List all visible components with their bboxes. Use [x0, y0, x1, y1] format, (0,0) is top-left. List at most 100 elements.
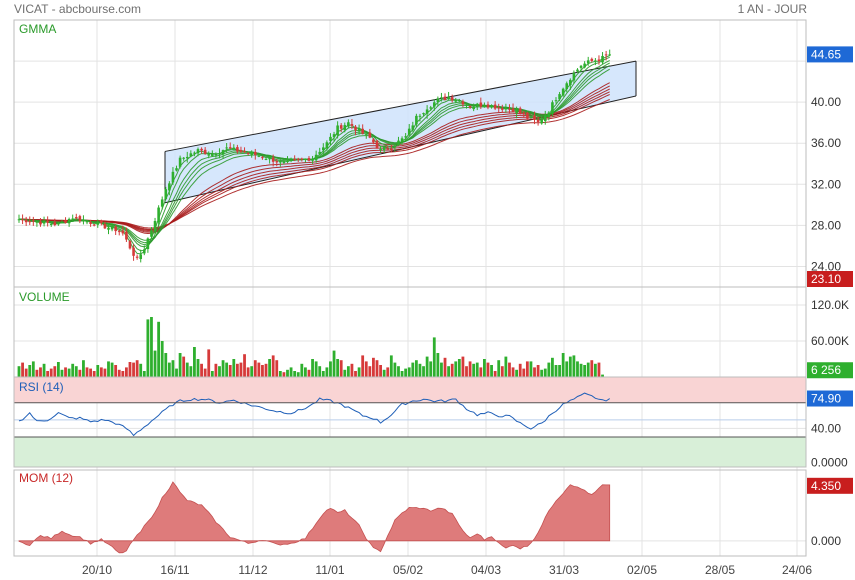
candle-body — [232, 147, 236, 150]
candle-body — [547, 112, 551, 117]
candle-body — [279, 161, 282, 163]
volume-bar — [465, 366, 468, 377]
volume-bar — [540, 369, 544, 377]
volume-bar — [561, 353, 565, 377]
candle-body — [239, 149, 243, 152]
x-tick-label: 05/02 — [393, 563, 423, 577]
candle-body — [443, 96, 447, 100]
panel-title-gmma: GMMA — [19, 22, 56, 36]
candle-body — [42, 220, 46, 224]
candle-body — [407, 128, 411, 135]
candle-body — [558, 94, 561, 100]
volume-bar — [232, 359, 236, 377]
volume-bar — [346, 366, 350, 377]
volume-bar — [189, 366, 193, 377]
volume-bar — [268, 359, 271, 377]
candle-body — [454, 100, 458, 102]
candle-body — [314, 154, 318, 161]
candle-body — [189, 153, 193, 157]
volume-bar — [271, 355, 275, 377]
volume-bar — [321, 371, 325, 377]
y-tick-label: 40.00 — [811, 95, 841, 109]
candle-body — [468, 106, 472, 108]
candle-body — [404, 136, 407, 138]
volume-bar — [336, 359, 340, 377]
volume-bar — [96, 365, 100, 377]
volume-bar — [597, 362, 601, 377]
candle-body — [501, 108, 504, 110]
candle-body — [196, 149, 200, 154]
volume-bar — [128, 362, 132, 377]
candle-body — [64, 220, 67, 223]
candle-body — [432, 102, 436, 107]
candle-body — [458, 100, 461, 102]
y-tick-label: 60.00K — [811, 334, 849, 348]
volume-bar — [518, 363, 522, 377]
candle-body — [361, 128, 364, 134]
y-tick-label: 36.00 — [811, 136, 841, 150]
volume-bar — [142, 371, 146, 377]
volume-bar — [508, 362, 511, 377]
candle-body — [103, 223, 107, 229]
volume-bar — [547, 362, 551, 377]
candle-body — [253, 151, 257, 155]
volume-bar — [536, 365, 540, 377]
candle-body — [49, 223, 53, 225]
volume-bar — [500, 366, 504, 377]
candle-body — [300, 158, 304, 160]
volume-bar — [239, 362, 243, 377]
panel-title-volume: VOLUME — [19, 290, 70, 304]
candle-body — [107, 227, 110, 230]
candle-body — [576, 69, 579, 72]
candle-body — [393, 145, 397, 148]
price-last-value: 44.65 — [811, 47, 841, 61]
volume-bar — [225, 362, 229, 377]
x-tick-label: 24/06 — [782, 563, 812, 577]
volume-bar — [515, 369, 519, 377]
volume-bar — [583, 365, 587, 377]
volume-bar — [551, 357, 554, 377]
candle-body — [336, 125, 339, 136]
candle-body — [268, 157, 271, 160]
volume-bar — [461, 356, 465, 377]
candle-body — [579, 65, 583, 68]
panel-frame-mom — [13, 469, 807, 557]
x-tick-label: 02/05 — [627, 563, 657, 577]
volume-bar — [436, 353, 440, 377]
volume-bar — [318, 366, 322, 377]
candle-body — [450, 97, 454, 101]
candle-body — [168, 183, 171, 191]
volume-bar — [21, 362, 24, 377]
candle-body — [207, 154, 211, 156]
candle-body — [28, 221, 32, 223]
x-tick-label: 11/01 — [315, 563, 344, 577]
candle-body — [110, 226, 114, 230]
volume-bar — [361, 355, 365, 377]
candle-body — [78, 216, 82, 221]
volume-bar — [71, 363, 75, 377]
candle-body — [307, 158, 311, 161]
volume-bar — [39, 367, 42, 377]
candle-body — [271, 157, 275, 162]
candle-body — [422, 113, 425, 115]
candle-body — [53, 222, 57, 226]
candle-body — [364, 133, 368, 135]
volume-bar — [253, 360, 257, 377]
candle-body — [257, 155, 261, 157]
candle-body — [561, 88, 565, 96]
volume-bar — [203, 368, 207, 377]
volume-bar — [490, 365, 493, 377]
candle-body — [490, 105, 493, 108]
volume-bar — [49, 368, 53, 377]
volume-bar — [493, 371, 497, 377]
candle-body — [543, 115, 547, 122]
candle-body — [590, 58, 594, 61]
volume-bar — [422, 366, 425, 377]
x-tick-label: 11/12 — [238, 563, 267, 577]
candle-body — [39, 221, 42, 225]
volume-bar — [218, 366, 221, 377]
candle-body — [322, 147, 325, 151]
candle-body — [296, 158, 300, 160]
volume-bar — [182, 356, 186, 377]
